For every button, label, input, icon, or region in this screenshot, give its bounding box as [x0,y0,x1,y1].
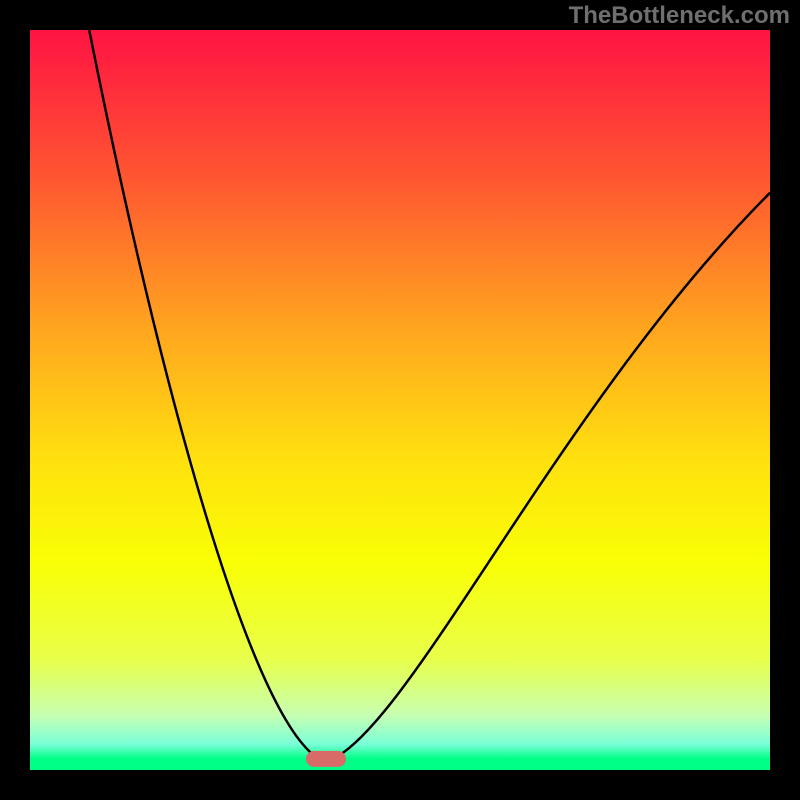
gradient-background [30,30,770,770]
chart-frame: TheBottleneck.com [0,0,800,800]
watermark-text: TheBottleneck.com [569,2,790,30]
plot-area [30,30,770,770]
optimum-marker [306,751,346,767]
plot-svg [30,30,770,770]
